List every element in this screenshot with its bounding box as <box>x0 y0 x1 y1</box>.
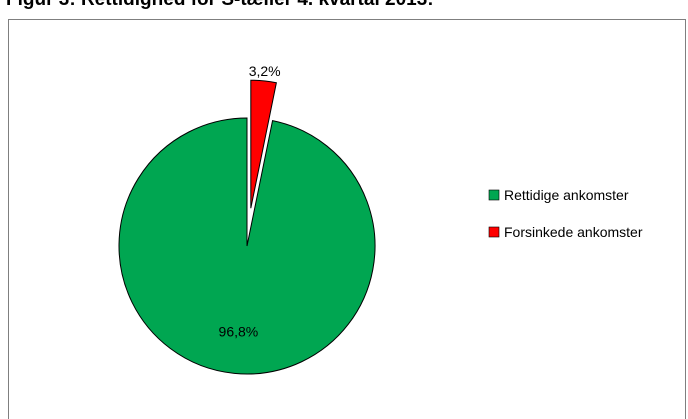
chart-title: Figur 3: Rettidighed for S-tæller 4. kva… <box>6 0 434 11</box>
legend-swatch-rettidige-ankomster <box>488 189 500 201</box>
pie-slices <box>118 79 376 375</box>
pie-data-labels: 3,2% 96,8% <box>219 63 281 339</box>
data-label-rettidige-ankomster: 96,8% <box>219 323 259 339</box>
legend-label-forsinkede-ankomster: Forsinkede ankomster <box>504 224 643 240</box>
legend-swatch-forsinkede-ankomster <box>488 226 500 238</box>
data-label-forsinkede-ankomster: 3,2% <box>249 63 281 79</box>
pie-slice-forsinkede-ankomster <box>250 79 277 209</box>
legend-label-rettidige-ankomster: Rettidige ankomster <box>504 187 629 203</box>
pie-slice-rettidige-ankomster <box>118 117 376 375</box>
legend: Rettidige ankomster Forsinkede ankomster <box>488 187 643 240</box>
